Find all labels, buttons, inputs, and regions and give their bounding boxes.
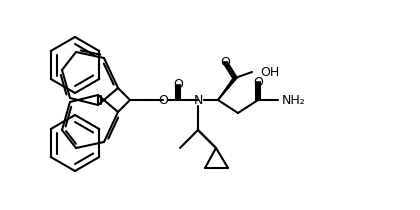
Polygon shape (218, 77, 236, 100)
Text: N: N (193, 93, 203, 106)
Text: NH₂: NH₂ (282, 93, 306, 106)
Text: O: O (253, 76, 263, 88)
Text: OH: OH (260, 66, 279, 79)
Text: O: O (158, 93, 168, 106)
Text: O: O (220, 55, 230, 68)
Text: O: O (173, 79, 183, 92)
